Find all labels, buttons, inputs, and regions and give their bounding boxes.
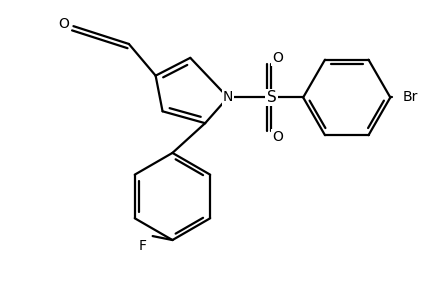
Text: F: F <box>139 239 147 253</box>
Text: S: S <box>267 90 276 105</box>
Text: O: O <box>272 51 283 65</box>
Text: Br: Br <box>403 90 418 104</box>
Text: N: N <box>223 90 233 104</box>
Text: O: O <box>272 130 283 144</box>
Text: O: O <box>58 17 69 31</box>
